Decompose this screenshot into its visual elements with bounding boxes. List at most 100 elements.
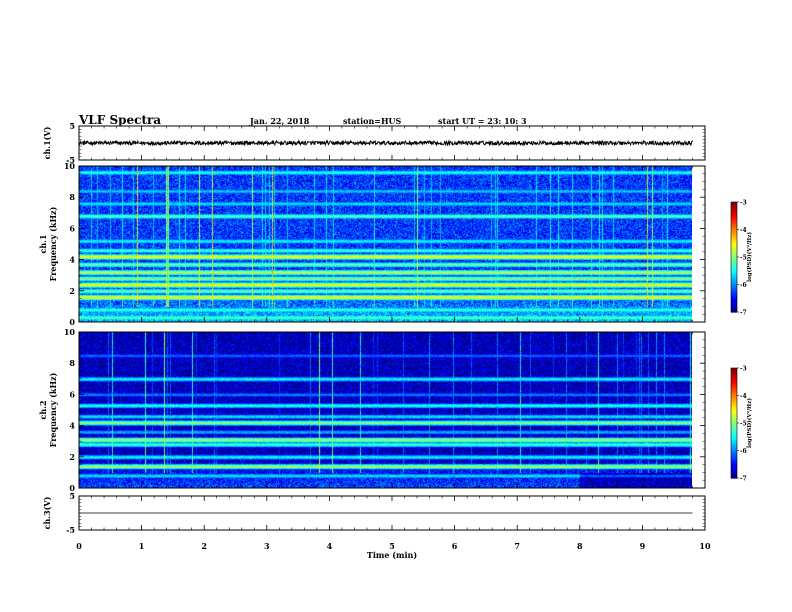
ch1-spectrogram-ylabel: Frequency (kHz) — [48, 206, 58, 281]
y-tick-label: 10 — [64, 327, 76, 337]
colorbar-step — [731, 472, 737, 475]
ch1-spectrogram-ticks — [78, 166, 706, 322]
colorbar-step — [731, 470, 737, 474]
colorbar-step — [731, 244, 737, 247]
colorbar-step — [731, 284, 737, 287]
colorbar-step — [731, 457, 737, 461]
ch2-spectrogram-yticks: 0 2 4 6 8 10 — [64, 327, 705, 493]
ch1-voltage-trace — [78, 139, 693, 147]
colorbar-step — [731, 377, 737, 380]
ch2-spectrogram-panel: ch.2 Frequency (kHz) — [38, 331, 706, 489]
y-tick-label: 10 — [64, 161, 76, 171]
colorbar-step — [731, 227, 737, 231]
y-tick-label: 4 — [69, 255, 75, 265]
colorbar-step — [731, 222, 737, 225]
colorbar-step — [731, 441, 737, 444]
ch1-spectrogram-channel-label: ch.1 — [38, 234, 48, 253]
ch3-voltage-ylabel: ch.3(V) — [42, 496, 52, 529]
colorbar-step — [731, 423, 737, 426]
colorbar-step — [731, 266, 737, 269]
colorbar-step — [731, 468, 737, 472]
colorbar-step — [731, 368, 737, 371]
colorbar-tick-label: -5 — [740, 255, 747, 262]
colorbar-step — [731, 439, 737, 442]
colorbar-step — [731, 275, 737, 278]
colorbar-step — [731, 419, 737, 422]
colorbar-step — [731, 238, 737, 242]
ch2-spectrogram-channel-label: ch.2 — [38, 400, 48, 419]
colorbar-step — [731, 240, 737, 243]
colorbar-step — [731, 203, 737, 207]
x-axis: 0 1 2 3 4 5 6 7 8 9 10 Time (min) — [76, 541, 711, 560]
colorbar-step — [731, 205, 737, 209]
colorbar-step — [731, 293, 737, 297]
colorbar-step — [731, 371, 737, 375]
colorbar-tick-label: -6 — [740, 448, 747, 455]
colorbar-step — [731, 297, 737, 300]
colorbar-step — [731, 413, 737, 417]
y-tick-label: -5 — [66, 525, 75, 535]
x-axis-label: Time (min) — [367, 550, 417, 560]
colorbar-step — [731, 290, 737, 293]
colorbar-step — [731, 304, 737, 308]
colorbar-step — [731, 391, 737, 395]
y-tick-label: -5 — [66, 155, 75, 165]
y-tick-label: 6 — [69, 389, 75, 399]
colorbar-step — [731, 446, 737, 450]
colorbar-step — [731, 279, 737, 282]
colorbar-step — [731, 231, 737, 234]
colorbar-step — [731, 302, 737, 306]
ch1-voltage-ylabel: ch.1(V) — [42, 126, 52, 159]
colorbar-step — [731, 397, 737, 400]
colorbar-step — [731, 459, 737, 463]
colorbar-step — [731, 390, 737, 393]
colorbar-step — [731, 273, 737, 276]
ch1-spectrogram-panel: ch.1 Frequency (kHz) — [38, 165, 706, 323]
ch3-voltage-ticks — [78, 496, 706, 530]
colorbar-step — [731, 435, 737, 439]
colorbar-step — [731, 301, 737, 304]
colorbar-step — [731, 225, 737, 229]
colorbar-tick-label: -7 — [740, 310, 747, 317]
x-tick-label: 9 — [640, 541, 646, 551]
colorbar-tick-label: -4 — [740, 393, 747, 400]
ch1-spectrogram-colorbar: -3 -4 -5 -6 -7 log(PSD)(V²/Hz) — [730, 200, 753, 317]
colorbar-step — [731, 214, 737, 218]
colorbar-step — [731, 224, 737, 227]
colorbar-step — [731, 249, 737, 253]
colorbar-step — [731, 476, 737, 479]
ch1-voltage-ticks — [78, 126, 706, 160]
colorbar-step — [731, 308, 737, 311]
y-tick-label: 0 — [69, 317, 75, 327]
y-tick-label: 8 — [69, 358, 75, 368]
colorbar-step — [731, 432, 737, 435]
colorbar-step — [731, 246, 737, 249]
y-tick-label: 8 — [69, 192, 75, 202]
colorbar-step — [731, 262, 737, 265]
colorbar-step — [731, 437, 737, 441]
colorbar-step — [731, 291, 737, 295]
colorbar-step — [731, 463, 737, 466]
colorbar-step — [731, 286, 737, 289]
y-tick-label: 2 — [69, 452, 75, 462]
colorbar-step — [731, 280, 737, 284]
colorbar-step — [731, 257, 737, 260]
colorbar-step — [731, 375, 737, 378]
ch1-voltage-panel: ch.1(V) — [42, 125, 706, 161]
colorbar-step — [731, 467, 737, 470]
colorbar-step — [731, 456, 737, 459]
colorbar-step — [731, 251, 737, 254]
colorbar-step — [731, 233, 737, 236]
colorbar-step — [731, 448, 737, 452]
x-tick-label: 3 — [264, 541, 270, 551]
colorbar-step — [731, 253, 737, 256]
colorbar-step — [731, 454, 737, 457]
ch1-spectrogram-colorbar-label: log(PSD)(V²/Hz) — [746, 232, 753, 282]
ch1-spectrogram-yticks: 0 2 4 6 8 10 — [64, 161, 705, 327]
colorbar-step — [731, 415, 737, 419]
colorbar-step — [731, 412, 737, 415]
colorbar-step — [731, 235, 737, 238]
colorbar-step — [731, 369, 737, 373]
colorbar-step — [731, 393, 737, 397]
